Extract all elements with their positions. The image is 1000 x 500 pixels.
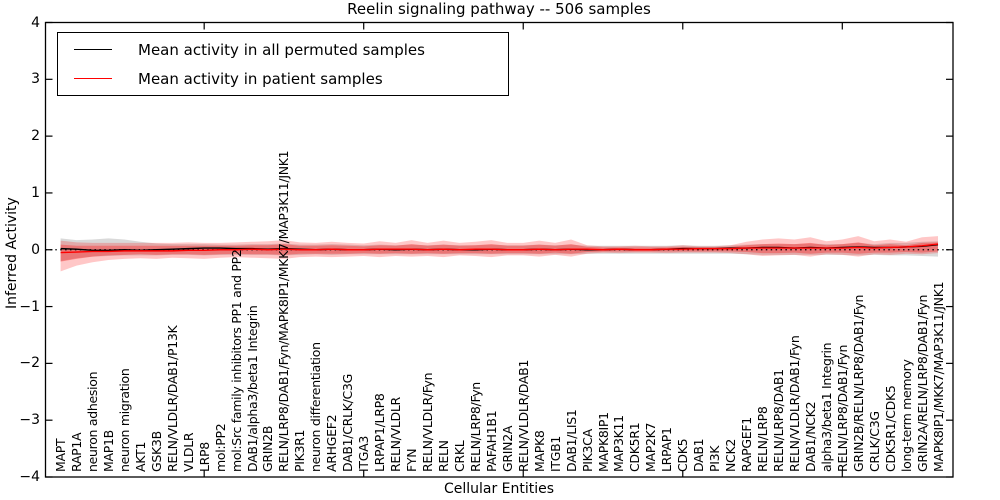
y-tick-label: −1	[19, 298, 40, 315]
x-category-label: RELN/VLDLR/DAB1/P13K	[164, 325, 180, 472]
x-category-label: DAB1	[691, 438, 707, 472]
x-category-label: CDK5	[675, 438, 691, 472]
x-category-label: MAPT	[53, 438, 69, 472]
x-category-label: LRPAP1/LRP8	[372, 393, 388, 472]
x-category-label: RELN/LRP8	[755, 406, 771, 472]
red-line-sample-icon	[74, 78, 112, 79]
x-category-label: AKT1	[132, 441, 148, 472]
x-category-label: PIK3R1	[292, 429, 308, 472]
x-category-label: DAB1/NCK2	[802, 401, 818, 472]
black-line-sample-icon	[74, 49, 112, 50]
x-category-label: PIK3CA	[579, 429, 595, 472]
x-category-label: GSK3B	[148, 431, 164, 472]
legend-label: Mean activity in all permuted samples	[138, 40, 425, 59]
y-tick-label: −2	[19, 355, 40, 372]
y-tick-label: 2	[31, 128, 40, 145]
x-axis-label: Cellular Entities	[443, 481, 555, 497]
x-category-label: RAP1A	[69, 432, 85, 472]
patient-samples-inner-band-band	[60, 242, 939, 262]
legend-label: Mean activity in patient samples	[138, 69, 383, 88]
x-category-label: NCK2	[723, 438, 739, 472]
x-category-label: RELN	[435, 440, 451, 472]
x-category-label: mol:PP2	[212, 423, 228, 472]
x-category-label: DAB1/CRLK/C3G	[340, 374, 356, 472]
x-category-label: GRIN2A	[499, 425, 515, 472]
x-category-label: mol:Src family inhibitors PP1 and PP2	[228, 249, 244, 472]
x-category-label: alpha3/beta1 Integrin	[818, 342, 834, 472]
x-category-label: RELN/LRP8/Fyn	[467, 382, 483, 472]
x-category-label: CDK5R1	[627, 422, 643, 472]
x-category-label: GRIN2B	[260, 425, 276, 472]
patient-samples-outer-band-band	[60, 236, 939, 272]
legend-item-patient: Mean activity in patient samples	[58, 64, 508, 93]
x-category-label: RELN/LRP8/DAB1/Fyn	[834, 344, 850, 472]
y-tick-label: −3	[19, 412, 40, 429]
x-category-label: PI3K	[707, 445, 723, 472]
y-tick-label: 1	[31, 184, 40, 201]
x-category-label: DAB1/alpha3/beta1 Integrin	[244, 305, 260, 473]
legend: Mean activity in all permuted samples Me…	[57, 32, 509, 96]
x-category-label: LRP8	[196, 442, 212, 472]
x-category-label: RAPGEF1	[739, 417, 755, 472]
legend-item-permuted: Mean activity in all permuted samples	[58, 35, 508, 64]
x-category-label: ITGB1	[547, 435, 563, 472]
x-category-label: RELN/LRP8/DAB1/Fyn/MAPK8IP1/MKK7/MAP3K11…	[276, 150, 292, 472]
patient-mean-line	[60, 243, 939, 254]
x-category-label: MAPK8IP1/MKK7/MAP3K11/JNK1	[930, 281, 946, 472]
x-category-label: MAP2K7	[643, 422, 659, 472]
x-category-label: MAP3K11	[611, 415, 627, 472]
x-category-label: long-term memory	[898, 359, 914, 472]
y-tick-label: 4	[31, 14, 40, 31]
x-category-label: neuron adhesion	[85, 371, 100, 472]
x-category-label: VLDLR	[180, 432, 196, 472]
x-category-label: RELN/VLDLR	[388, 397, 404, 472]
x-category-label: RELN/LRP8/DAB1	[770, 369, 786, 472]
x-category-label: PAFAH1B1	[483, 410, 499, 472]
x-category-label: LRPAP1	[659, 427, 675, 472]
x-category-label: RELN/VLDLR/DAB1/Fyn	[786, 335, 802, 472]
chart-title: Reelin signaling pathway -- 506 samples	[347, 0, 651, 18]
x-category-label: neuron differentiation	[308, 342, 324, 472]
x-category-label: neuron migration	[116, 368, 132, 472]
x-category-label: ARHGEF2	[324, 414, 340, 472]
x-category-label: MAP1B	[100, 430, 116, 472]
x-category-label: MAPK8IP1	[595, 412, 611, 472]
x-category-label: DAB1/LIS1	[563, 409, 579, 472]
x-category-label: RELN/VLDLR/Fyn	[420, 372, 436, 472]
x-category-label: CRKL	[451, 440, 467, 472]
x-category-label: RELN/VLDLR/DAB1	[515, 359, 531, 472]
y-tick-label: −4	[19, 469, 40, 485]
x-category-label: CRLK/C3G	[866, 411, 882, 472]
x-category-label: ITGA3	[356, 435, 372, 472]
x-category-label: GRIN2A/RELN/LRP8/DAB1/Fyn	[914, 294, 930, 472]
y-tick-label: 0	[31, 241, 40, 258]
x-category-label: CDK5R1/CDK5	[882, 385, 898, 472]
x-category-label: FYN	[404, 448, 420, 472]
x-category-label: GRIN2B/RELN/LRP8/DAB1/Fyn	[850, 294, 866, 472]
y-tick-label: 3	[31, 71, 40, 88]
x-category-label: MAPK8	[531, 430, 547, 472]
